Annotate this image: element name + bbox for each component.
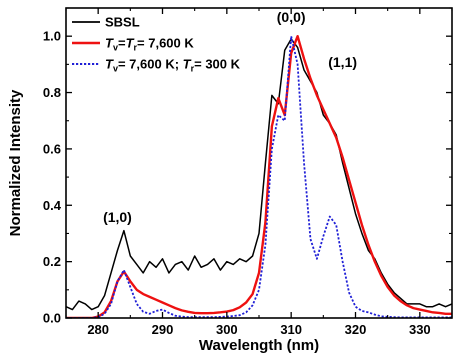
legend-text-part: T [105,36,114,51]
y-tick-label: 0.0 [43,311,61,326]
x-tick-label: 310 [280,322,302,337]
x-axis-title: Wavelength (nm) [199,337,319,354]
legend-text-part: v [113,43,118,53]
y-tick-label: 1.0 [43,29,61,44]
legend-text-part: = 7,600 K; [118,57,183,72]
x-tick-label: 320 [345,322,367,337]
y-tick-label: 0.6 [43,141,61,156]
peak-annotation: (1,0) [103,209,132,225]
annotations: (0,0) (1,1) (1,0) [103,9,357,225]
legend-label-2: Tv=Tr= 7,600 K [105,36,194,53]
y-axis-title: Normalized Intensity [7,89,24,236]
y-tick-label: 0.4 [43,198,62,213]
y-tick-label: 0.8 [43,85,61,100]
axes-layer: 280 290 300 310 320 330 0.0 0.2 0.4 0.6 0.8 1.0 [43,7,453,337]
x-tick-label: 330 [409,322,431,337]
legend-label-1: SBSL [105,15,140,30]
legend-text-part: T [105,57,114,72]
legend-text-part: v [113,64,118,74]
x-tick-label: 300 [216,322,238,337]
legend-text-part: T [126,36,135,51]
x-tick-label: 290 [152,322,174,337]
peak-annotation: (1,1) [328,54,357,70]
series-layer [66,34,452,318]
legend-text-part: SBSL [105,15,140,30]
legend-text-part: = 7,600 K [137,36,194,51]
legend-text-part: r [191,64,195,74]
legend-label-3: Tv= 7,600 K; Tr= 300 K [105,57,241,74]
legend-text-part: = 300 K [194,57,241,72]
peak-annotation: (0,0) [277,9,306,25]
legend-text-part: T [183,57,192,72]
series-line-1 [66,38,452,311]
x-tick-label: 280 [87,322,109,337]
y-tick-label: 0.2 [43,254,61,269]
series-line-2 [66,34,452,318]
legend-text-part: r [134,43,138,53]
legend-text-part: = [118,36,126,51]
